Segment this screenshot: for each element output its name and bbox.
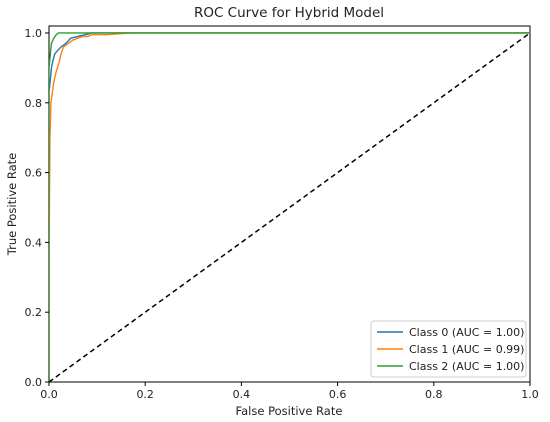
y-tick-label: 0.8 bbox=[25, 97, 43, 110]
reference-diagonal-line bbox=[48, 32, 531, 383]
legend-label-class-1: Class 1 (AUC = 0.99) bbox=[409, 343, 524, 356]
y-tick-label: 0.2 bbox=[25, 306, 43, 319]
legend-label-class-0: Class 0 (AUC = 1.00) bbox=[409, 326, 524, 339]
y-axis-label: True Positive Rate bbox=[5, 153, 19, 256]
y-tick-label: 0.0 bbox=[25, 376, 43, 389]
y-tick-label: 0.4 bbox=[25, 236, 43, 249]
x-tick-label: 0.0 bbox=[40, 388, 58, 401]
x-tick-label: 0.6 bbox=[329, 388, 347, 401]
x-tick-label: 1.0 bbox=[521, 388, 539, 401]
series-line-class-1 bbox=[49, 32, 530, 382]
series-line-class-2 bbox=[49, 32, 530, 382]
series-layer bbox=[48, 32, 531, 383]
x-tick-label: 0.2 bbox=[136, 388, 154, 401]
chart-title: ROC Curve for Hybrid Model bbox=[194, 5, 384, 21]
x-axis-ticks: 0.0 0.2 0.4 0.6 0.8 1.0 bbox=[40, 382, 539, 401]
y-tick-label: 1.0 bbox=[25, 27, 43, 40]
y-axis-ticks: 0.0 0.2 0.4 0.6 0.8 1.0 bbox=[25, 27, 49, 389]
legend-box bbox=[370, 320, 527, 378]
x-axis-label: False Positive Rate bbox=[236, 404, 343, 418]
x-tick-label: 0.8 bbox=[425, 388, 443, 401]
x-tick-label: 0.4 bbox=[233, 388, 251, 401]
legend-label-class-2: Class 2 (AUC = 1.00) bbox=[409, 360, 524, 373]
legend: Class 0 (AUC = 1.00) Class 1 (AUC = 0.99)… bbox=[370, 320, 527, 378]
y-tick-label: 0.6 bbox=[25, 167, 43, 180]
